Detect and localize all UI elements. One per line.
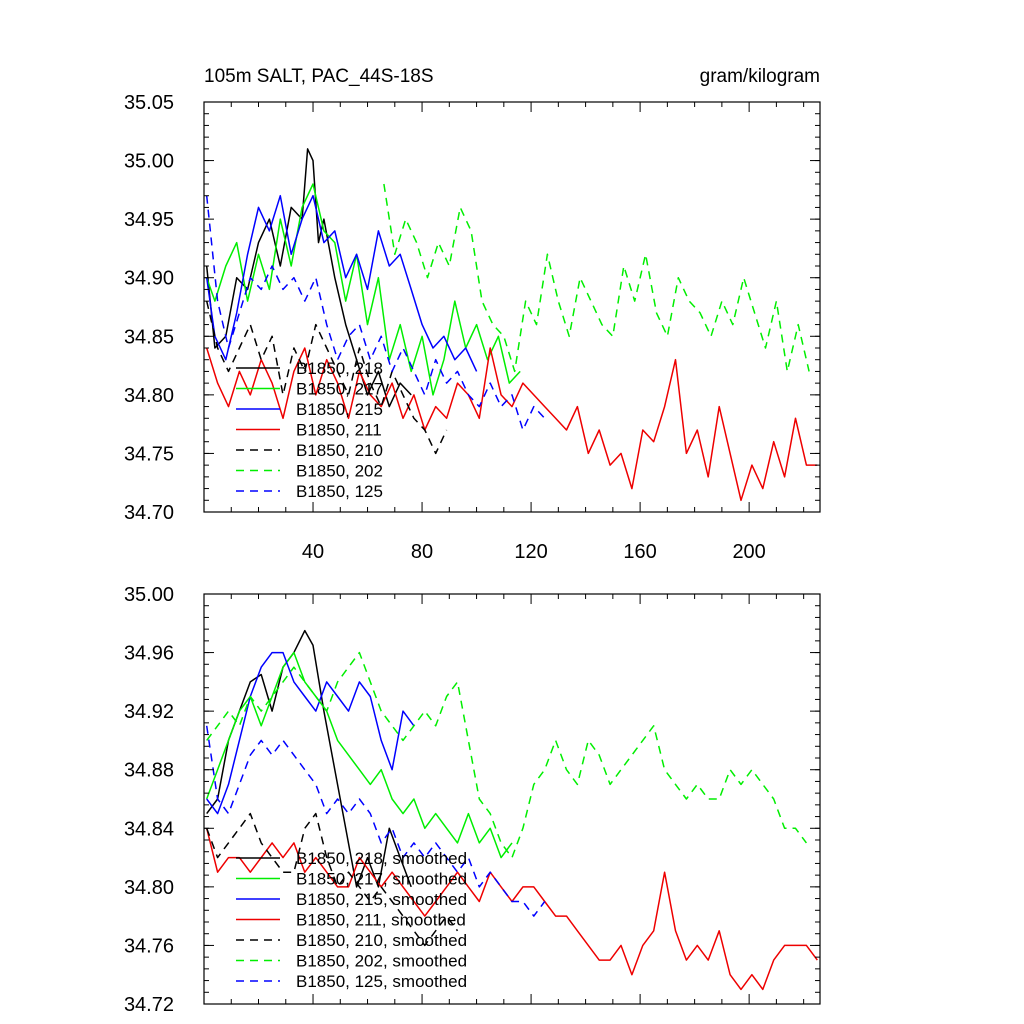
x-tick-label: 200 [732,541,765,563]
legend-label-5: B1850, 202 [296,462,383,481]
y-tick-label: 34.80 [124,877,174,899]
y-tick-label: 34.72 [124,994,174,1016]
y-tick-label: 34.90 [124,268,174,290]
bottom-panel-salinity-smoothed: 34.72 34.76 34.80 34.84 34.88 34.92 34.96 35.00… [124,584,821,1016]
series-line-6 [205,195,546,431]
series-line-3 [205,347,818,502]
legend-label-2: B1850, 215 [296,400,383,419]
legend-label-3: B1850, 211 [296,421,382,440]
y-tick-label: 35.05 [124,92,174,114]
y-tick-label: 34.92 [124,701,174,723]
legend-label-4: B1850, 210 [296,441,383,460]
legend-label-4: B1850, 210, smoothed [296,931,467,950]
y-tick-label: 34.85 [124,326,174,348]
series-line-6 [205,725,546,917]
y-tick-label: 34.76 [124,935,174,957]
y-tick-label: 34.96 [124,643,174,665]
legend-label-6: B1850, 125, smoothed [296,972,467,991]
chart-units: gram/kilogram [700,66,820,87]
legend: B1850, 218, smoothed B1850, 217, smoothed… [236,849,467,991]
series-line-4 [205,300,448,455]
series-line-1 [205,183,521,396]
y-tick-label: 34.70 [124,502,174,524]
legend-label-1: B1850, 217, smoothed [296,870,467,889]
series-line-5 [206,651,808,859]
legend-label-6: B1850, 125 [296,482,383,501]
x-tick-label: 80 [411,541,433,563]
y-tick-label: 35.00 [124,151,174,173]
series-line-1 [205,651,513,859]
y-tick-label: 35.00 [124,584,174,606]
legend-label-5: B1850, 202, smoothed [296,952,467,971]
y-tick-label: 34.75 [124,443,174,465]
x-tick-label: 120 [514,541,547,563]
plot-frame [203,593,821,1005]
x-tick-label: 40 [302,541,324,563]
legend-label-2: B1850, 215, smoothed [296,890,467,909]
top-panel-salinity-raw: 105m SALT, PAC_44S-18S gram/kilogram 34.… [124,66,821,563]
legend-label-3: B1850, 211, smoothed [296,911,466,930]
legend-label-0: B1850, 218, smoothed [296,849,467,868]
y-tick-label: 34.95 [124,209,174,231]
legend-label-1: B1850, 217 [296,380,383,399]
plot-frame [203,101,821,513]
y-tick-label: 34.80 [124,385,174,407]
chart-title: 105m SALT, PAC_44S-18S [204,66,434,87]
series-line-0 [206,629,412,888]
series-line-5 [383,183,810,373]
x-tick-label: 160 [623,541,656,563]
series-line-2 [206,651,415,815]
series-line-2 [205,194,478,372]
y-tick-label: 34.88 [124,760,174,782]
y-tick-label: 34.84 [124,818,174,840]
legend-label-0: B1850, 218 [296,359,383,378]
series-line-4 [205,812,459,947]
